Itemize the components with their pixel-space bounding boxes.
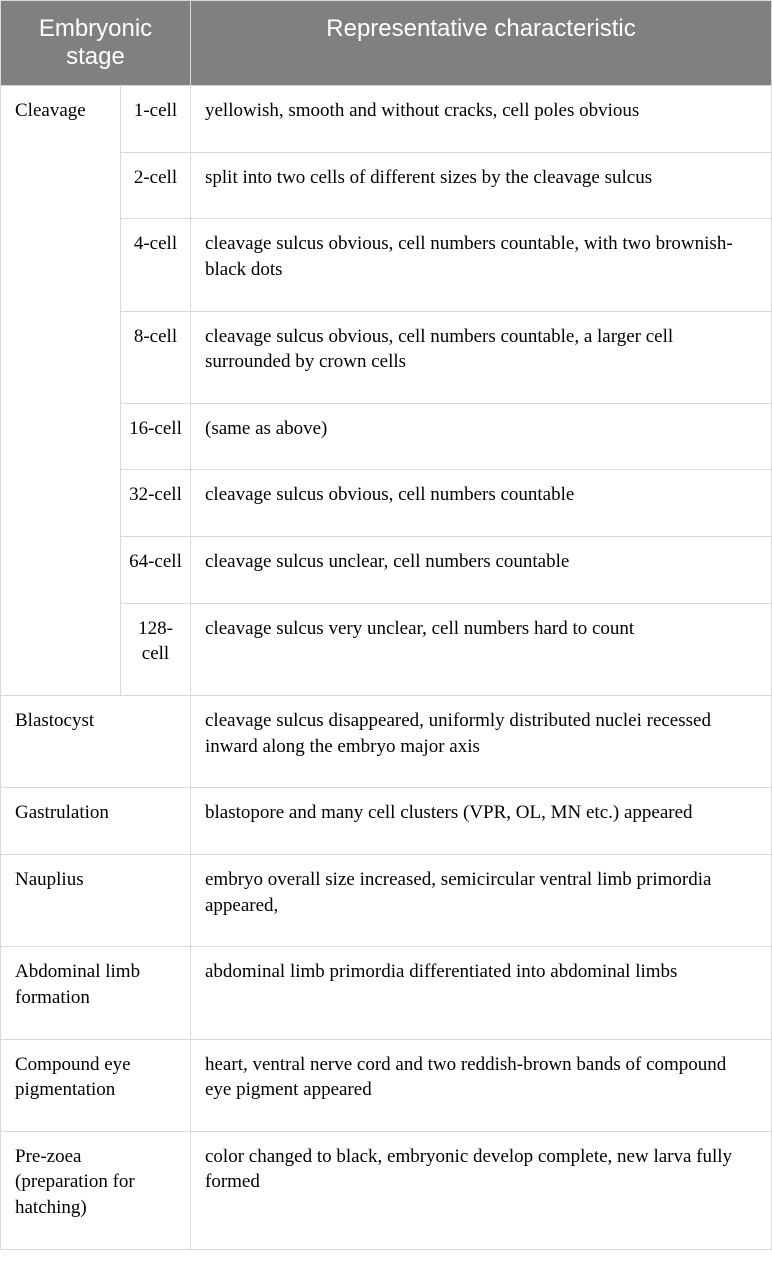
embryonic-stage-table: Embryonic stage Representative character…	[0, 0, 772, 1250]
table-container: Embryonic stage Representative character…	[0, 0, 772, 1250]
substage-cell: 2-cell	[121, 152, 191, 219]
substage-cell: 32-cell	[121, 470, 191, 537]
desc-cell: cleavage sulcus obvious, cell numbers co…	[191, 219, 772, 311]
desc-cell: yellowish, smooth and without cracks, ce…	[191, 86, 772, 153]
desc-cell: (same as above)	[191, 403, 772, 470]
table-header-row: Embryonic stage Representative character…	[1, 1, 772, 86]
stage-cell: Compound eye pigmentation	[1, 1039, 191, 1131]
desc-cell: cleavage sulcus obvious, cell numbers co…	[191, 470, 772, 537]
desc-cell: heart, ventral nerve cord and two reddis…	[191, 1039, 772, 1131]
stage-cell: Blastocyst	[1, 696, 191, 788]
table-row: Abdominal limb formation abdominal limb …	[1, 947, 772, 1039]
stage-cell: Gastrulation	[1, 788, 191, 855]
desc-cell: blastopore and many cell clusters (VPR, …	[191, 788, 772, 855]
substage-cell: 4-cell	[121, 219, 191, 311]
substage-cell: 16-cell	[121, 403, 191, 470]
substage-cell: 64-cell	[121, 537, 191, 604]
stage-cell: Nauplius	[1, 854, 191, 946]
stage-cell-cleavage: Cleavage	[1, 86, 121, 696]
stage-cell: Abdominal limb formation	[1, 947, 191, 1039]
header-characteristic: Representative characteristic	[191, 1, 772, 86]
table-row: Gastrulation blastopore and many cell cl…	[1, 788, 772, 855]
table-row: Blastocyst cleavage sulcus disappeared, …	[1, 696, 772, 788]
header-embryonic-stage: Embryonic stage	[1, 1, 191, 86]
substage-cell: 128-cell	[121, 603, 191, 695]
table-row: Nauplius embryo overall size increased, …	[1, 854, 772, 946]
stage-cell: Pre-zoea (preparation for hatching)	[1, 1131, 191, 1249]
table-row: Compound eye pigmentation heart, ventral…	[1, 1039, 772, 1131]
substage-cell: 1-cell	[121, 86, 191, 153]
substage-cell: 8-cell	[121, 311, 191, 403]
desc-cell: cleavage sulcus unclear, cell numbers co…	[191, 537, 772, 604]
desc-cell: split into two cells of different sizes …	[191, 152, 772, 219]
table-row: Cleavage 1-cell yellowish, smooth and wi…	[1, 86, 772, 153]
desc-cell: cleavage sulcus very unclear, cell numbe…	[191, 603, 772, 695]
desc-cell: cleavage sulcus obvious, cell numbers co…	[191, 311, 772, 403]
desc-cell: abdominal limb primordia differentiated …	[191, 947, 772, 1039]
desc-cell: embryo overall size increased, semicircu…	[191, 854, 772, 946]
desc-cell: color changed to black, embryonic develo…	[191, 1131, 772, 1249]
desc-cell: cleavage sulcus disappeared, uniformly d…	[191, 696, 772, 788]
table-row: Pre-zoea (preparation for hatching) colo…	[1, 1131, 772, 1249]
